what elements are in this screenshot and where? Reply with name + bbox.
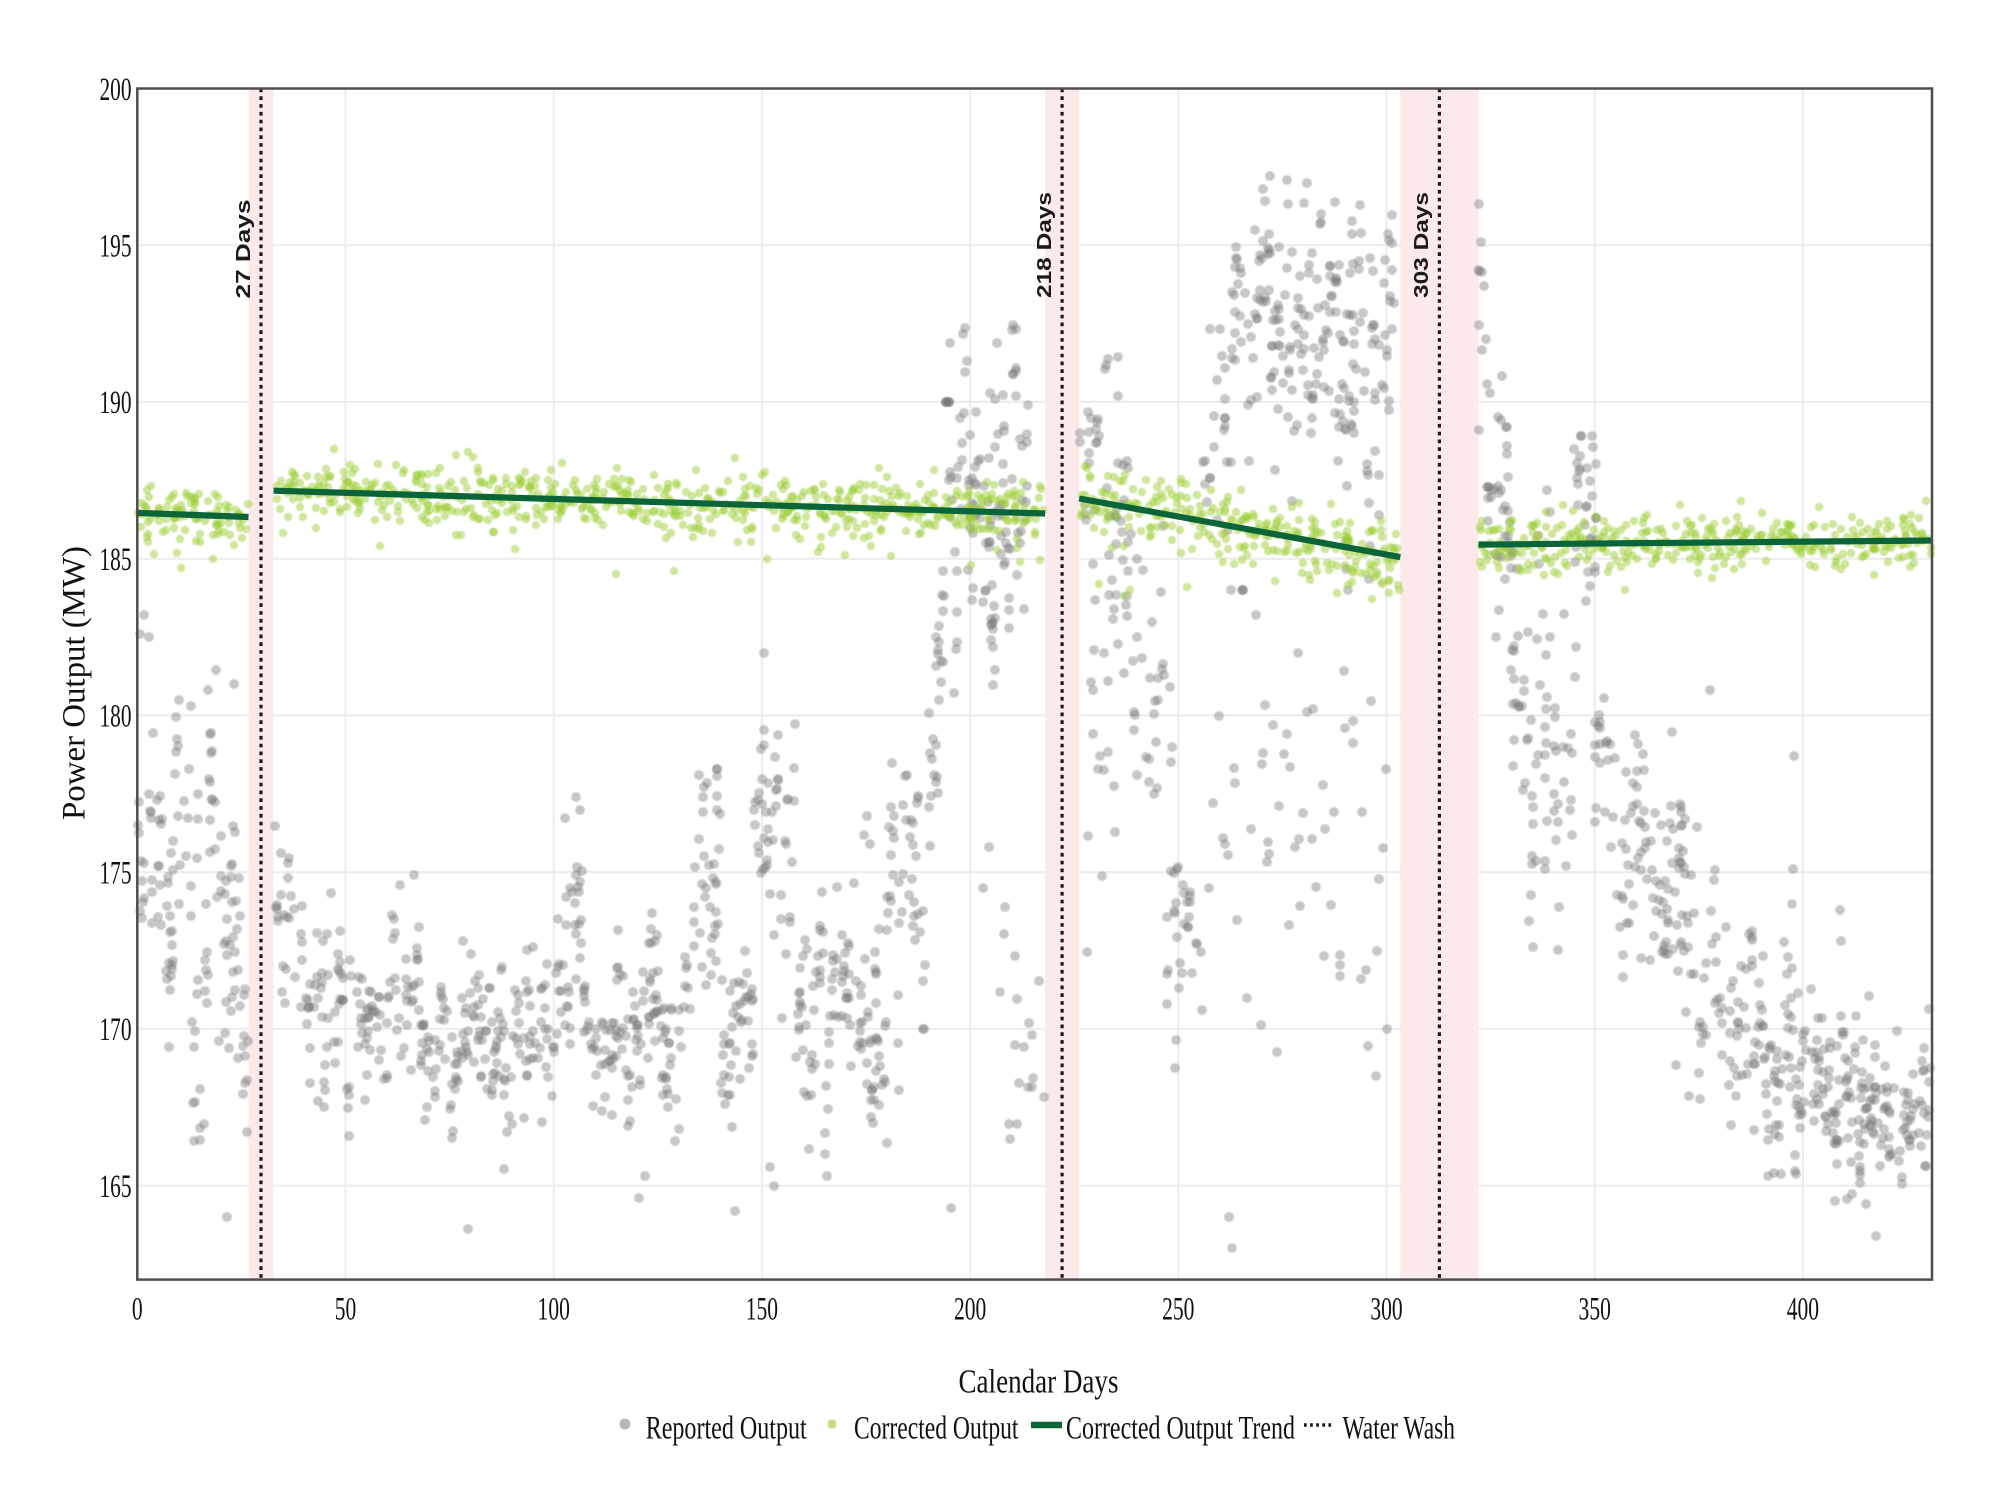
svg-text:350: 350: [1579, 1292, 1611, 1328]
svg-text:218 Days: 218 Days: [1034, 192, 1056, 298]
svg-text:Calendar Days: Calendar Days: [959, 1364, 1119, 1401]
svg-text:185: 185: [100, 542, 132, 578]
svg-text:Power Output (MW): Power Output (MW): [57, 546, 93, 820]
svg-text:180: 180: [100, 699, 132, 735]
svg-text:Water Wash: Water Wash: [1343, 1410, 1456, 1446]
svg-text:165: 165: [100, 1169, 132, 1205]
svg-text:Corrected Output Trend: Corrected Output Trend: [1066, 1410, 1295, 1446]
svg-text:170: 170: [100, 1012, 132, 1048]
svg-text:100: 100: [538, 1292, 570, 1328]
svg-text:303 Days: 303 Days: [1411, 192, 1433, 298]
svg-text:150: 150: [746, 1292, 778, 1328]
svg-text:50: 50: [335, 1292, 357, 1328]
svg-text:250: 250: [1162, 1292, 1194, 1328]
svg-text:200: 200: [100, 72, 132, 108]
svg-text:175: 175: [100, 855, 132, 891]
svg-text:190: 190: [100, 385, 132, 421]
svg-text:0: 0: [132, 1292, 143, 1328]
svg-text:200: 200: [954, 1292, 986, 1328]
svg-text:Corrected Output: Corrected Output: [854, 1410, 1019, 1446]
svg-text:300: 300: [1370, 1292, 1402, 1328]
svg-text:Reported Output: Reported Output: [646, 1410, 807, 1446]
svg-text:400: 400: [1787, 1292, 1819, 1328]
svg-text:27 Days: 27 Days: [233, 200, 255, 299]
svg-text:195: 195: [100, 229, 132, 265]
